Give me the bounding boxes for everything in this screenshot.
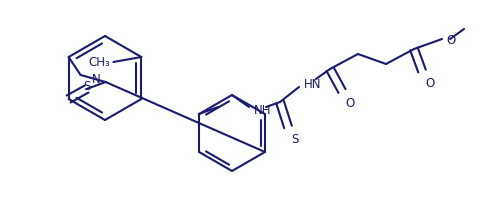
- Text: O: O: [446, 34, 455, 46]
- Text: O: O: [425, 77, 434, 90]
- Text: S: S: [84, 80, 91, 93]
- Text: S: S: [291, 133, 298, 146]
- Text: O: O: [345, 97, 354, 110]
- Text: NH: NH: [254, 103, 272, 117]
- Text: CH₃: CH₃: [88, 56, 110, 68]
- Text: HN: HN: [304, 78, 322, 90]
- Text: N: N: [92, 73, 101, 86]
